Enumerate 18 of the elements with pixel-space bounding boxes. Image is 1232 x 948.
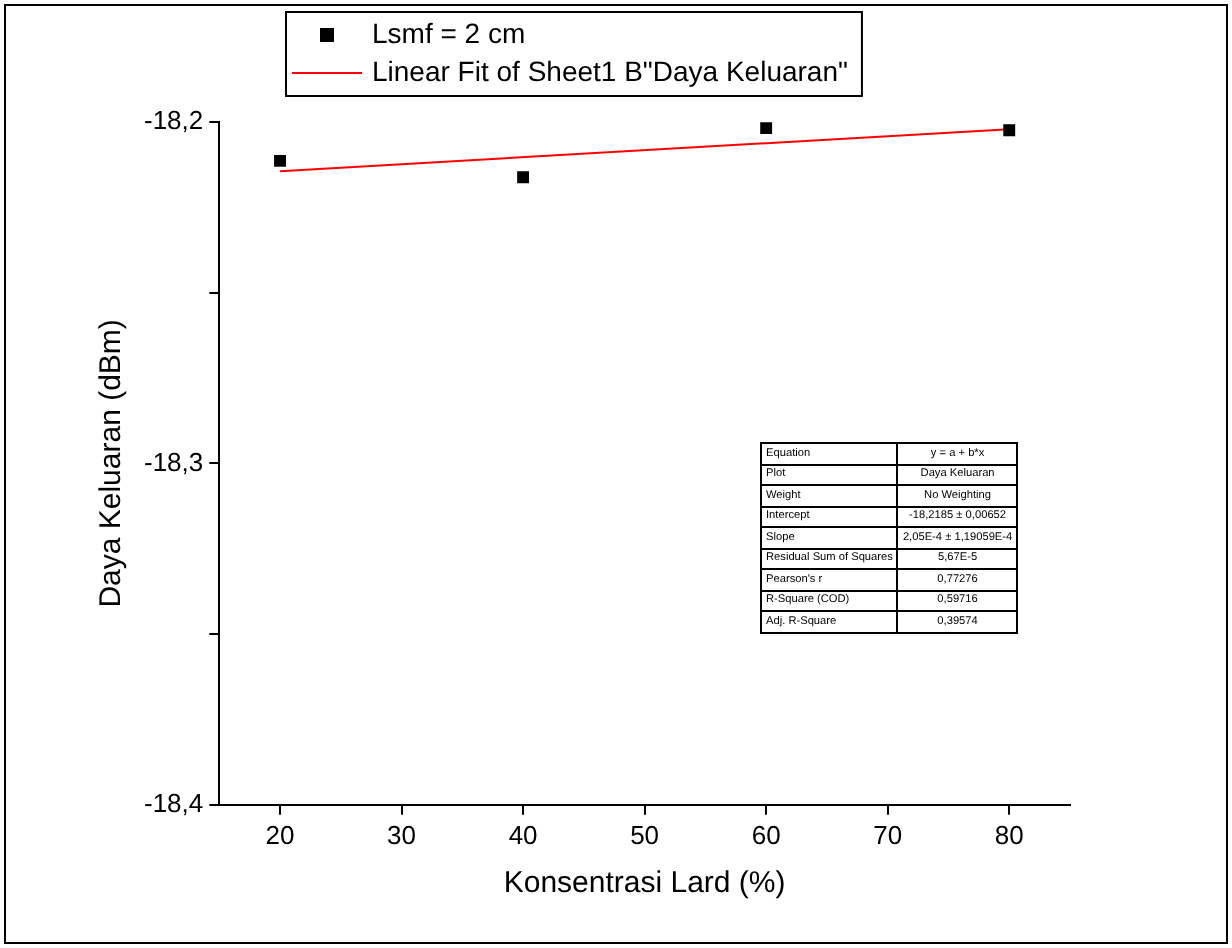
x-tick-label: 30 — [387, 819, 417, 850]
legend-label: Lsmf = 2 cm — [372, 16, 526, 49]
point — [760, 122, 773, 135]
x-tick-label: 40 — [508, 819, 538, 850]
x-axis-title: Konsentrasi Lard (%) — [503, 866, 786, 901]
x-tick-label: 70 — [873, 819, 903, 850]
point — [517, 171, 530, 184]
y-axis-title: Daya Keluaran (dBm) — [94, 319, 129, 608]
x-tick-label: 60 — [751, 819, 781, 850]
legend-label: Linear Fit of Sheet1 B"Daya Keluaran" — [372, 54, 848, 87]
x-tick-label: 80 — [994, 819, 1024, 850]
x-tick-label: 20 — [265, 819, 295, 850]
point — [274, 154, 286, 167]
y-tick-label: -18,3 — [143, 446, 204, 477]
x-tick-label: 50 — [630, 819, 660, 850]
y-tick-label: -18,2 — [143, 105, 204, 136]
point — [1003, 124, 1016, 137]
y-tick-label: -18,4 — [143, 787, 204, 818]
